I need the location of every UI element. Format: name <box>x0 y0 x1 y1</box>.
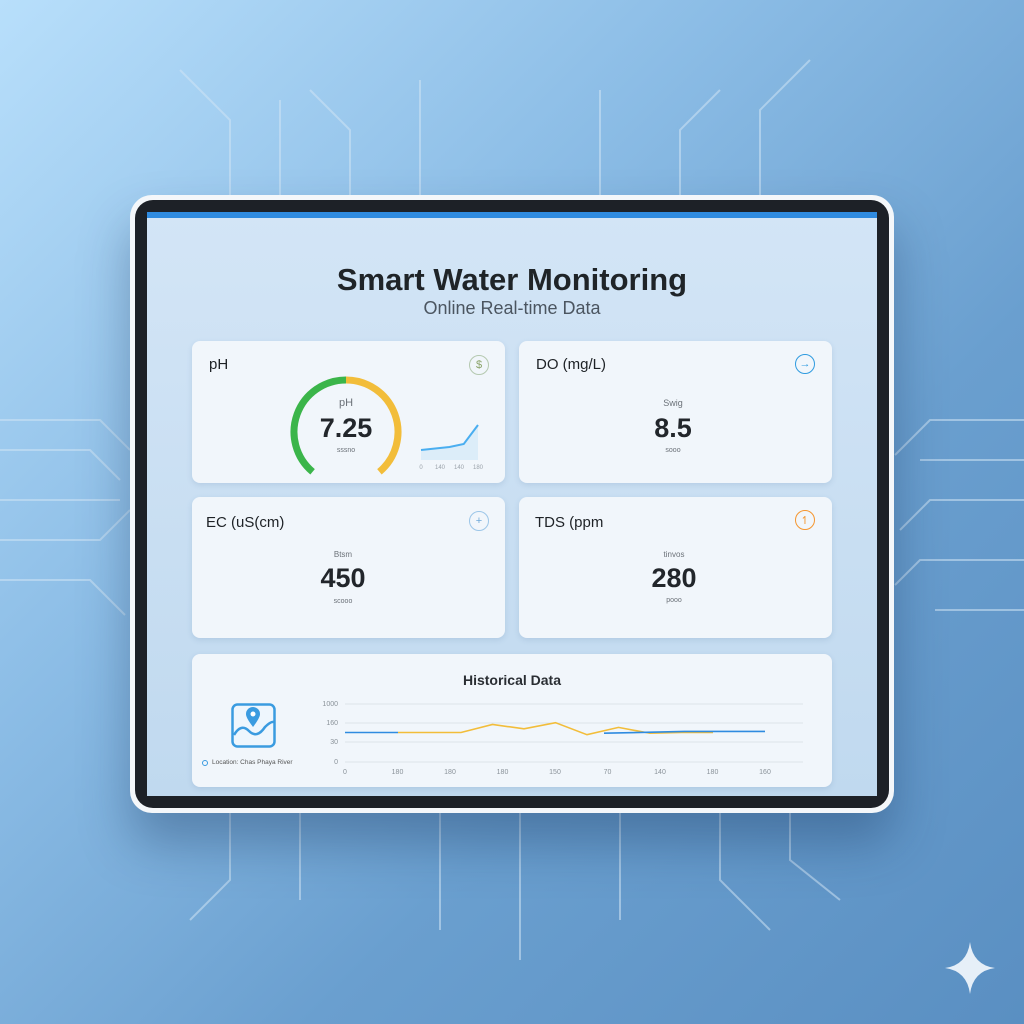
top-accent-bar <box>147 212 877 218</box>
do-card[interactable] <box>519 341 832 483</box>
pin-icon <box>202 759 208 766</box>
ph-title: pH <box>209 356 229 373</box>
ec-card[interactable] <box>192 497 505 638</box>
ec-caption: scooo <box>333 598 353 605</box>
sparkle-icon <box>945 942 995 994</box>
ph-caption: sssno <box>336 447 356 454</box>
location-label: Location: Chas Phaya River <box>202 759 293 766</box>
page-subtitle: Online Real-time Data <box>423 298 601 318</box>
tds-gauge-label: tinvos <box>663 550 685 559</box>
do-gauge-label: Swig <box>663 398 683 408</box>
ph-gauge-label: pH <box>338 397 354 409</box>
do-value: 8.5 <box>654 413 692 443</box>
tds-caption: pooo <box>666 597 682 604</box>
historical-title: Historical Data <box>462 672 562 688</box>
drop-icon[interactable]: $ <box>469 355 489 375</box>
tds-card[interactable] <box>519 497 832 638</box>
plus-icon[interactable]: + <box>469 511 489 531</box>
page-title: Smart Water Monitoring <box>336 262 688 297</box>
ec-gauge-label: Btsm <box>333 550 353 559</box>
location-text: Location: Chas Phaya River <box>212 759 293 766</box>
tds-value: 280 <box>651 563 697 593</box>
arrow-icon[interactable]: → <box>795 354 815 374</box>
ec-value: 450 <box>320 563 366 593</box>
ph-card[interactable] <box>192 341 505 483</box>
clock-icon[interactable]: ↿ <box>795 510 815 530</box>
historical-card <box>192 654 832 787</box>
ph-value: 7.25 <box>319 413 373 443</box>
do-caption: sooo <box>665 447 681 454</box>
ec-title: EC (uS(cm) <box>206 514 285 531</box>
tds-title: TDS (ppm <box>535 514 604 531</box>
map-location-icon[interactable] <box>231 703 276 748</box>
do-title: DO (mg/L) <box>536 356 607 373</box>
